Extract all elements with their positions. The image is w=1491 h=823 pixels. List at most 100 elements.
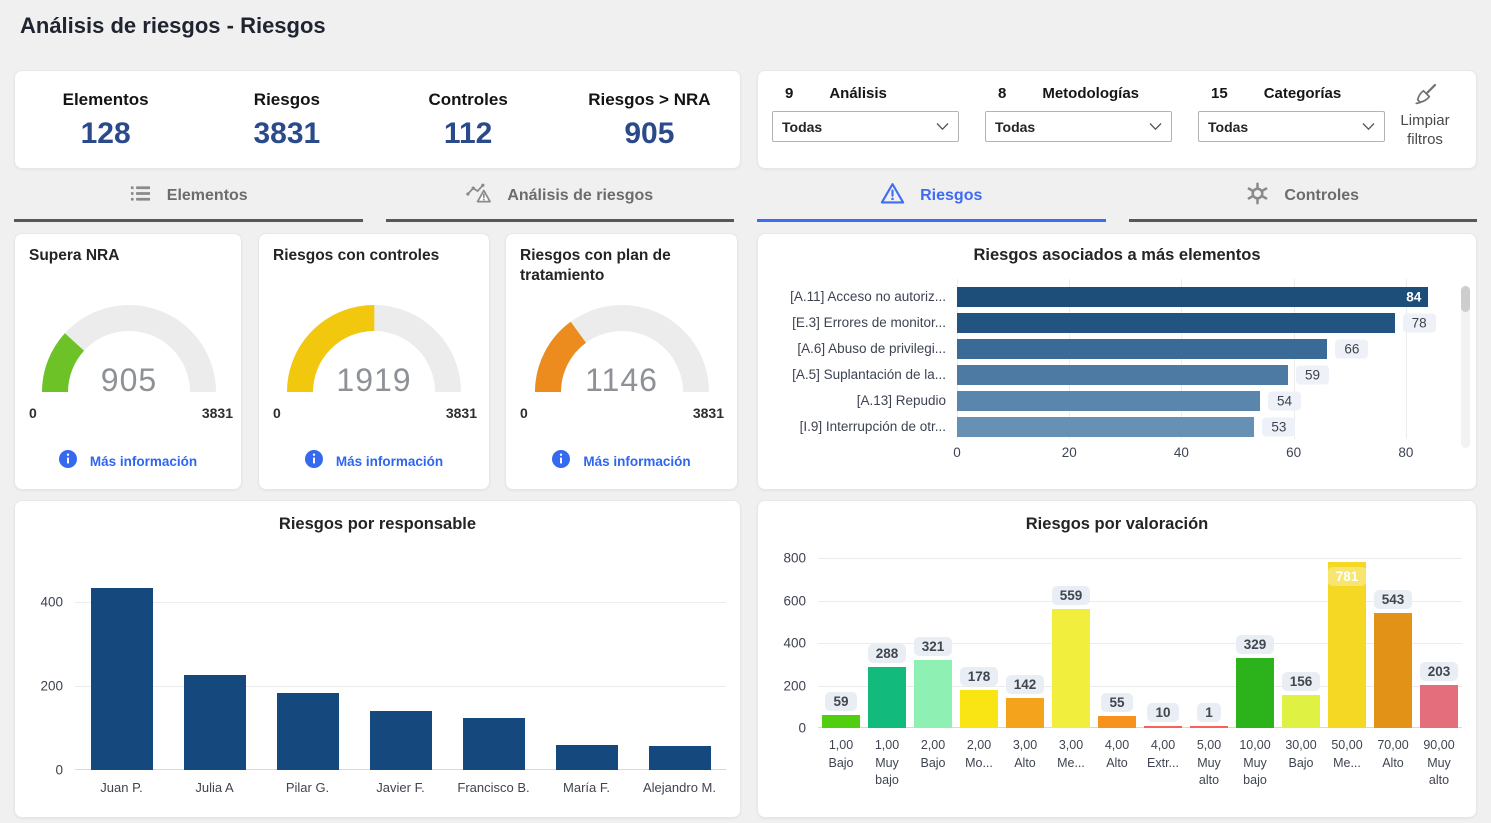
bar-Pilar-G-[interactable] xyxy=(276,692,339,770)
tab-controles[interactable]: Controles xyxy=(1128,178,1477,222)
vbar-chart-valoracion: 0 200 400 600 800 59 288 321 178 142 559 55 10 1 329 15… xyxy=(772,551,1462,790)
broom-icon xyxy=(1412,81,1439,110)
data-label: 329 xyxy=(1235,635,1275,655)
clear-filters-button[interactable]: Limpiar filtros xyxy=(1386,81,1464,168)
axis-tick: 0 xyxy=(953,445,961,460)
filter-dropdown-categorías[interactable]: Todas xyxy=(1198,111,1385,142)
bar-2,00-Mo-[interactable] xyxy=(960,690,998,728)
bar-1,00-Muy-bajo[interactable] xyxy=(868,666,906,728)
vbar-category-label: 90,00 Muy alto xyxy=(1416,737,1462,790)
filter-categorías: 15 Categorías Todas xyxy=(1198,85,1385,168)
chevron-down-icon xyxy=(1149,118,1162,136)
bar--A.6-Abuso-de-privilegi...[interactable] xyxy=(957,339,1328,359)
vbar-column xyxy=(261,560,354,770)
y-axis: 0 200 400 xyxy=(29,560,75,778)
filter-label: Categorías xyxy=(1263,85,1342,102)
bar-4,00-Extr-[interactable] xyxy=(1144,725,1182,728)
bar-3,00-Alto[interactable] xyxy=(1006,697,1044,728)
bar-70,00-Alto[interactable] xyxy=(1374,612,1412,728)
bar-50,00-Me-[interactable]: 781 xyxy=(1327,562,1367,728)
vbar-category-label: Julia A xyxy=(168,779,261,797)
scrollbar-track[interactable] xyxy=(1461,286,1470,448)
vbar-column xyxy=(75,560,168,770)
vbar-category-label: 2,00 Mo... xyxy=(956,737,1002,790)
bar--A.11-Acceso-no-autoriz...[interactable]: 84 xyxy=(957,287,1429,307)
filter-dropdown-análisis[interactable]: Todas xyxy=(772,111,959,142)
more-info-link[interactable]: Más información xyxy=(259,450,489,473)
vbar-category-label: Pilar G. xyxy=(261,779,354,797)
vbar-category-label: 3,00 Me... xyxy=(1048,737,1094,790)
data-label: 66 xyxy=(1335,339,1369,359)
bar-3,00-Me-[interactable] xyxy=(1052,609,1090,728)
kpi-controles: Controles 112 xyxy=(378,90,559,149)
filter-dropdown-metodologías[interactable]: Todas xyxy=(985,111,1172,142)
gear-icon xyxy=(1246,181,1269,210)
more-info-label: Más información xyxy=(335,454,444,469)
hbar-plot: 84 78 66 59 54 53 0 20 40 60 80 xyxy=(953,279,1462,467)
category-text: 30,00 Bajo xyxy=(1285,738,1317,770)
page-title: Análisis de riesgos - Riesgos xyxy=(20,13,326,38)
gauge-max: 3831 xyxy=(692,405,724,422)
chevron-down-icon xyxy=(936,118,949,136)
kpi-label: Controles xyxy=(428,90,508,109)
category-text: 50,00 Me... xyxy=(1331,738,1363,770)
bar-2,00-Bajo[interactable] xyxy=(914,659,952,728)
vbar-category-label: Javier F. xyxy=(354,779,447,797)
tab-riesgos[interactable]: Riesgos xyxy=(757,178,1106,222)
gauge-min: 0 xyxy=(520,405,528,422)
vbar-category-label: María F. xyxy=(540,779,633,797)
bar-5,00-Muy-alto[interactable] xyxy=(1190,726,1228,728)
bar-30,00-Bajo[interactable] xyxy=(1282,694,1320,728)
gauge-axis-labels: 0 3831 xyxy=(273,405,477,421)
bar-Juan-P-[interactable] xyxy=(90,588,153,770)
bar-Javier-F-[interactable] xyxy=(369,710,432,770)
bar--I.9-Interrupci-n-de-otr...[interactable] xyxy=(957,417,1255,437)
gridline xyxy=(1181,279,1183,439)
vbar-plot: 59 288 321 178 142 559 55 10 1 329 156 781 543 203 xyxy=(818,558,1462,728)
axis-tick: 200 xyxy=(783,678,806,693)
bar-Julia-A[interactable] xyxy=(183,674,246,770)
bar-1,00-Bajo[interactable] xyxy=(822,715,860,728)
kpi-row: Elementos 128 Riesgos 3831 Controles 112 Riesg… xyxy=(15,71,740,168)
data-label: 55 xyxy=(1101,693,1133,713)
filter-header: 8 Metodologías xyxy=(985,85,1172,102)
data-label: 781 xyxy=(1327,567,1367,587)
data-label: 78 xyxy=(1402,313,1436,333)
category-text: María F. xyxy=(563,780,610,795)
data-label: 142 xyxy=(1005,674,1045,694)
tab-an-lisis-de-riesgos[interactable]: Análisis de riesgos xyxy=(385,178,734,222)
vbar-category-label: 4,00 Alto xyxy=(1094,737,1140,790)
category-text: 3,00 Me... xyxy=(1057,738,1085,770)
vbar-category-label: 2,00 Bajo xyxy=(910,737,956,790)
hbar-x-axis: 0 20 40 60 80 xyxy=(953,445,1462,467)
vbar-category-labels: Juan P. Julia A Pilar G. Javier F. Francisco… xyxy=(29,779,726,797)
bar-90,00-Muy-alto[interactable] xyxy=(1420,684,1458,728)
vbar-category-label: 10,00 Muy bajo xyxy=(1232,737,1278,790)
dropdown-selected-value: Todas xyxy=(995,118,1036,135)
kpi-label: Riesgos > NRA xyxy=(588,90,711,109)
gauge-axis-labels: 0 3831 xyxy=(29,405,233,421)
data-label: 1 xyxy=(1197,703,1221,722)
bar-Mar-a-F-[interactable] xyxy=(555,744,618,770)
gridline xyxy=(818,558,1462,559)
vbar-column xyxy=(354,560,447,770)
bar--A.5-Suplantaci-n-de-la...[interactable] xyxy=(957,365,1289,385)
category-text: 70,00 Alto xyxy=(1377,738,1409,770)
gauge-title: Supera NRA xyxy=(29,247,120,264)
bar--A.13-Repudio[interactable] xyxy=(957,391,1260,411)
kpi-riesgos-nra: Riesgos > NRA 905 xyxy=(559,90,740,149)
more-info-link[interactable]: Más información xyxy=(15,450,241,473)
info-icon xyxy=(304,450,323,473)
bar-10,00-Muy-bajo[interactable] xyxy=(1236,658,1274,728)
bar-Alejandro-M-[interactable] xyxy=(648,746,711,770)
more-info-link[interactable]: Más información xyxy=(506,450,737,473)
data-label: 288 xyxy=(867,643,907,663)
bar-4,00-Alto[interactable] xyxy=(1098,716,1136,728)
gauge-value: 905 xyxy=(100,362,158,399)
bar-Francisco-B-[interactable] xyxy=(462,717,525,770)
tab-elementos[interactable]: Elementos xyxy=(14,178,363,222)
vbar-column xyxy=(168,560,261,770)
bar--E.3-Errores-de-monitor...[interactable] xyxy=(957,313,1395,333)
vbar-chart: 0 200 400 xyxy=(29,560,726,778)
scrollbar-thumb[interactable] xyxy=(1461,286,1470,312)
